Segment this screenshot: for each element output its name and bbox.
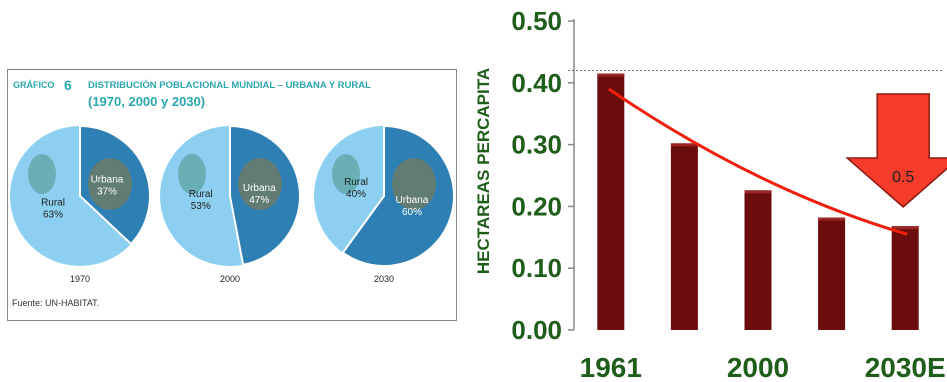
trend-curve [607, 87, 908, 236]
figure-number: 6 [64, 77, 72, 93]
y-tick-label: 0.10 [511, 253, 562, 283]
bar-top-highlight [597, 73, 625, 77]
x-tick-label: 1961 [580, 352, 642, 382]
arrow-label: 0.5 [892, 169, 914, 186]
bar-top-highlight [744, 190, 772, 194]
landmass-shape [28, 154, 56, 194]
pie-group: Urbana37%Rural63%1970Urbana47%Rural53%20… [10, 124, 455, 284]
y-tick-label: 0.30 [511, 130, 562, 160]
x-tick-label: 2000 [727, 352, 789, 382]
pie-value-rural: 63% [43, 210, 63, 221]
bar-chart-trend [607, 87, 908, 236]
bar [670, 143, 698, 330]
pie-chart-figure: GRÁFICO 6 DISTRIBUCIÓN POBLACIONAL MUNDI… [10, 77, 455, 308]
pie-label-urban: Urbana [243, 183, 276, 194]
pie-value-urban: 47% [249, 195, 269, 206]
down-arrow: 0.5 [845, 93, 947, 208]
bar-chart: 0.00 0.10 0.20 0.30 0.40 0.50 1961 2000 2030E HE… [474, 6, 947, 382]
bar [891, 226, 919, 330]
pie-year-label: 1970 [70, 274, 90, 284]
bar-top-highlight [818, 217, 846, 221]
y-tick-label: 0.00 [511, 315, 562, 345]
pie-year-label: 2030 [374, 274, 394, 284]
figure-source: Fuente: UN-HABITAT. [12, 298, 99, 308]
landmass-shape [178, 154, 206, 194]
pie-value-rural: 53% [191, 201, 211, 212]
y-axis-title: HECTAREAS PERCAPITA [474, 68, 493, 274]
bar [597, 73, 625, 330]
bar [744, 190, 772, 330]
pie-value-rural: 40% [346, 189, 366, 200]
pie-value-urban: 60% [402, 207, 422, 218]
pie-label-rural: Rural [41, 198, 65, 209]
pie-year-label: 2000 [220, 274, 240, 284]
landmass-shape [238, 158, 282, 210]
pie-value-urban: 37% [97, 186, 117, 197]
bar-chart-bars [597, 73, 919, 330]
bar-top-highlight [891, 226, 919, 230]
landmass-shape [88, 158, 132, 210]
figure-title: DISTRIBUCIÓN POBLACIONAL MUNDIAL – URBAN… [88, 79, 371, 91]
landmass-shape [392, 158, 436, 210]
bar-chart-axes: 0.00 0.10 0.20 0.30 0.40 0.50 1961 2000 2030E [511, 6, 945, 382]
pie-label-urban: Urbana [396, 195, 429, 206]
pie-chart-panel: GRÁFICO 6 DISTRIBUCIÓN POBLACIONAL MUNDI… [7, 69, 457, 321]
bar [818, 217, 846, 330]
y-tick-label: 0.40 [511, 68, 562, 98]
y-tick-label: 0.20 [511, 191, 562, 221]
figure-label: GRÁFICO [13, 80, 55, 90]
down-arrow-shape [845, 93, 947, 208]
pie-label-rural: Rural [189, 189, 213, 200]
pie-label-urban: Urbana [91, 174, 124, 185]
landmass-shape [332, 154, 360, 194]
y-tick-label: 0.50 [511, 6, 562, 36]
x-tick-label: 2030E [865, 352, 946, 382]
pie-label-rural: Rural [344, 177, 368, 188]
figure-subtitle: (1970, 2000 y 2030) [88, 94, 205, 109]
bar-top-highlight [670, 143, 698, 147]
